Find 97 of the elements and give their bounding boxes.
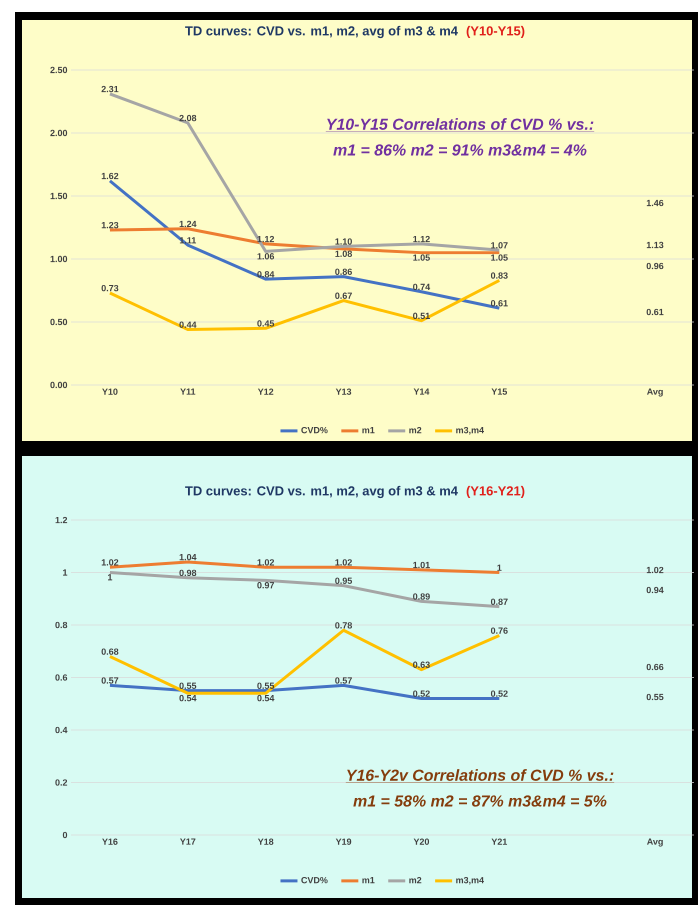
- data-label: 1: [108, 574, 112, 580]
- y-tick-label: 0.00: [50, 382, 68, 388]
- data-label: 1.07: [491, 242, 508, 248]
- annotation: Y16-Y2v Correlations of CVD % vs.:: [347, 769, 614, 781]
- data-label: 0.97: [257, 582, 274, 588]
- data-label: 1.04: [180, 554, 196, 560]
- x-tick-label: Y12: [258, 388, 274, 395]
- y-tick-label: 0.50: [50, 318, 68, 326]
- data-label: 1.02: [258, 559, 274, 566]
- data-label: 2.08: [179, 114, 196, 122]
- data-label: 1.02: [335, 559, 352, 566]
- chart-subtitle: (Y16-Y21): [466, 486, 524, 498]
- data-label: 1: [497, 564, 502, 571]
- y-tick-label: 1.50: [50, 192, 68, 200]
- data-label: 0.83: [490, 272, 508, 279]
- data-label: 0.74: [413, 284, 430, 290]
- data-label: 0.54: [179, 694, 196, 702]
- annotation: 1.46: [646, 200, 664, 206]
- data-label: 1.62: [102, 172, 118, 180]
- annotation: 1.13: [646, 242, 664, 248]
- data-label: 0.52: [490, 690, 508, 697]
- data-label: 0.55: [179, 682, 196, 689]
- data-label: 0.55: [257, 682, 274, 689]
- legend-label: m3,m4: [456, 426, 484, 435]
- data-label: 0.67: [335, 292, 352, 299]
- annotation: m1 = 86% m2 = 91% m3&m4 = 4%: [333, 144, 586, 156]
- y-tick-label: 1.00: [50, 256, 68, 262]
- data-label: 0.73: [102, 284, 118, 292]
- data-label: 0.45: [257, 320, 274, 327]
- data-label: 0.52: [413, 690, 430, 697]
- chart-title: TD curves: CVD vs. m1, m2, avg of m3 & m4: [185, 486, 458, 498]
- x-tick-label: Y11: [180, 388, 196, 395]
- data-label: 0.87: [490, 598, 508, 605]
- data-label: 0.76: [490, 627, 508, 634]
- annotation: 0.55: [646, 694, 664, 700]
- data-label: 0.68: [102, 648, 118, 655]
- legend-label: m3,m4: [456, 876, 484, 885]
- annotation: 0.96: [646, 262, 664, 270]
- data-label: 0.44: [179, 322, 196, 328]
- data-label: 0.57: [102, 677, 118, 684]
- y-tick-label: 0.2: [55, 779, 68, 786]
- x-tick-label: Y13: [336, 388, 352, 395]
- data-label: 0.57: [335, 677, 352, 684]
- annotation: 0.94: [646, 586, 664, 594]
- data-label: 1.06: [258, 253, 274, 260]
- annotation: m1 = 58% m2 = 87% m3&m4 = 5%: [353, 795, 606, 807]
- y-tick-label: 0.8: [55, 622, 68, 628]
- x-tick-label: Y15: [491, 388, 508, 395]
- x-tick-label: Y10: [102, 388, 118, 395]
- data-label: 0.78: [335, 622, 352, 629]
- y-tick-label: 0.4: [55, 726, 68, 734]
- annotation: 0.66: [646, 664, 664, 670]
- legend-label: m2: [409, 876, 422, 884]
- y-tick-label: 1: [63, 569, 68, 576]
- x-tick-label: Y14: [414, 388, 430, 395]
- legend-label: CVD%: [301, 426, 328, 434]
- data-label: 0.63: [413, 662, 430, 668]
- legend-label: m1: [362, 877, 375, 884]
- annotation: 0.61: [646, 308, 664, 316]
- data-label: 0.84: [257, 271, 274, 278]
- legend-label: m1: [362, 427, 375, 434]
- y-tick-label: 2.50: [50, 66, 68, 74]
- data-label: 0.95: [335, 578, 352, 584]
- chart-title: TD curves: CVD vs. m1, m2, avg of m3 & m4: [185, 26, 458, 38]
- data-label: 0.54: [257, 694, 274, 702]
- data-label: 1.05: [413, 254, 430, 261]
- data-label: 0.61: [490, 300, 508, 306]
- data-label: 1.23: [102, 222, 118, 228]
- chart-subtitle: (Y10-Y15): [466, 26, 524, 38]
- y-tick-label: 0: [62, 832, 68, 838]
- data-label: 2.31: [102, 86, 118, 92]
- data-label: 1.05: [491, 254, 508, 261]
- legend-label: CVD%: [301, 876, 328, 884]
- x-tick-label: Y20: [414, 838, 430, 845]
- data-label: 0.86: [335, 268, 352, 275]
- data-label: 1.08: [335, 250, 352, 257]
- data-label: 1.10: [335, 238, 352, 245]
- data-label: 1.24: [180, 220, 196, 228]
- y-tick-label: 0.6: [55, 674, 68, 681]
- x-tick-label: Y21: [491, 838, 508, 845]
- x-tick-label: Y19: [336, 838, 352, 845]
- data-label: 0.89: [413, 593, 430, 600]
- data-label: 1.02: [102, 559, 118, 566]
- data-label: 0.98: [179, 570, 196, 576]
- data-label: 1.12: [413, 236, 430, 242]
- annotation: 1.02: [646, 566, 664, 574]
- data-label: 1.12: [258, 236, 274, 242]
- data-label: 1.01: [413, 562, 430, 568]
- x-tick-label: Y17: [180, 838, 196, 845]
- legend-label: m2: [409, 426, 422, 434]
- x-tick-label: Avg: [646, 388, 663, 397]
- y-tick-label: 2.00: [50, 130, 68, 136]
- x-tick-label: Y18: [258, 838, 274, 845]
- y-tick-label: 1.2: [56, 516, 68, 524]
- annotation: Y10-Y15 Correlations of CVD % vs.:: [327, 118, 594, 130]
- x-tick-label: Y16: [102, 838, 118, 845]
- x-tick-label: Avg: [646, 838, 663, 847]
